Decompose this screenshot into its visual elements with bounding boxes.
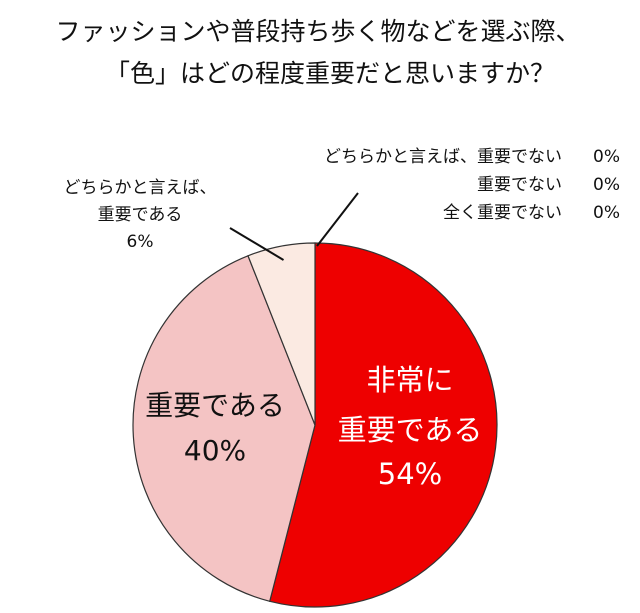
pie-slices	[132, 242, 498, 608]
slice-value-4: 0%	[593, 175, 620, 195]
slice-label-4: 重要でない	[477, 175, 562, 195]
slice-label-2-line-2: 重要である	[98, 205, 183, 225]
slice-value-2: 6%	[127, 232, 154, 252]
pie-slice-1	[132, 255, 316, 603]
slice-value-0: 54%	[378, 457, 442, 491]
chart-title-line-1: ファッションや普段持ち歩く物などを選ぶ際、	[55, 17, 580, 46]
chart-title-line-2: 「色」はどの程度重要だと思いますか？	[105, 59, 555, 88]
pie-slice-0	[269, 242, 498, 608]
slice-label-0-line-2: 重要である	[338, 413, 483, 447]
leader-lines	[229, 192, 359, 261]
slice-label-2-line-1: どちらかと言えば、	[64, 178, 217, 198]
slice-value-5: 0%	[593, 203, 620, 223]
slice-label-1: 重要である	[145, 389, 285, 422]
slice-value-1: 40%	[184, 434, 246, 467]
slice-label-3: どちらかと言えば、重要でない	[324, 147, 562, 167]
slice-label-5: 全く重要でない	[443, 203, 562, 223]
slice-labels: 非常に重要である54%重要である40%どちらかと言えば、重要である6%どちらかと…	[64, 147, 621, 491]
leader-line-slice-2	[229, 227, 285, 261]
chart-title: ファッションや普段持ち歩く物などを選ぶ際、「色」はどの程度重要だと思いますか？	[55, 17, 580, 88]
pie-slice-2	[247, 242, 316, 426]
slice-label-0-line-1: 非常に	[366, 363, 453, 397]
slice-value-3: 0%	[593, 147, 620, 167]
leader-line-zero-slices	[316, 192, 359, 247]
